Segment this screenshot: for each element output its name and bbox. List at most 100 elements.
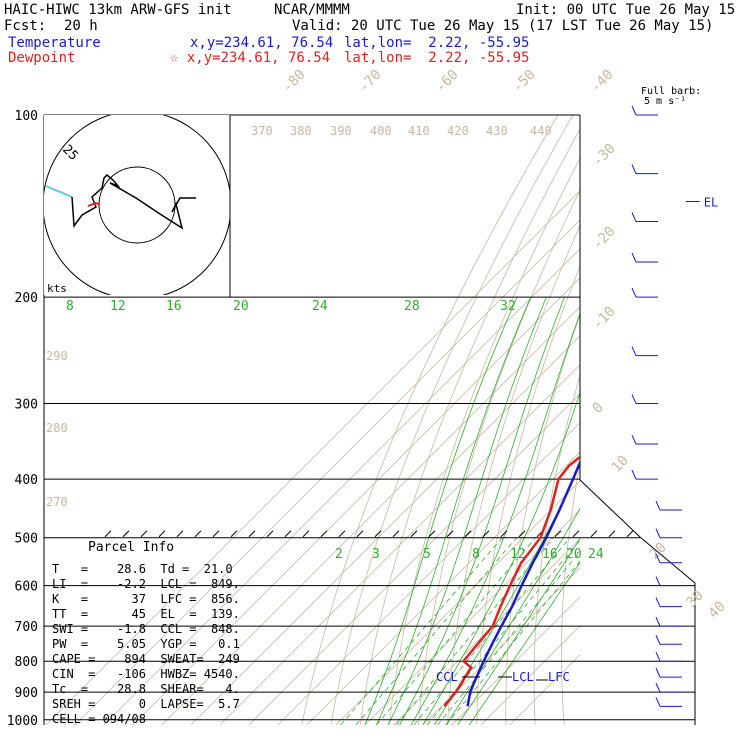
pressure-tick-label: 100 [15, 109, 38, 124]
wind-barb [655, 553, 682, 564]
theta-label: 380 [290, 124, 312, 138]
wind-barb-flag [631, 252, 637, 263]
pressure-tick-label: 300 [15, 398, 38, 413]
dry-adiabat-line [330, 115, 574, 725]
hatch-mark [590, 530, 598, 538]
wind-barb-flag [631, 394, 637, 404]
theta-label: 270 [46, 495, 68, 509]
moist-adiabat-line [457, 537, 580, 725]
dry-adiabat-line [418, 189, 580, 725]
mixing-ratio-line [355, 537, 517, 725]
dewpoint-profile [443, 455, 580, 708]
moist-adiabat-line [445, 507, 580, 725]
level-marker-label: EL [704, 195, 718, 209]
temperature-profile [466, 459, 580, 707]
model-title: HAIC-HIWC 13km ARW-GFS init [4, 2, 232, 18]
moist-adiabat-line [410, 312, 580, 725]
moist-adiabat-label: 8 [66, 299, 74, 314]
hatch-mark [284, 530, 292, 538]
theta-label: 420 [447, 124, 469, 138]
parcel-row: PW = 5.05 YGP = 0.1 [52, 637, 240, 651]
pressure-tick-label: 1000 [7, 714, 38, 729]
theta-label: 410 [408, 124, 430, 138]
mixing-ratio-label: 24 [588, 547, 604, 562]
dry-adiabat-line [301, 115, 559, 725]
mixing-ratio-line [445, 560, 580, 725]
theta-label: 370 [251, 124, 273, 138]
frame-right-slant [639, 536, 696, 584]
isotherm-label: -50 [510, 67, 539, 96]
hatch-mark [140, 530, 148, 538]
dry-adiabat-line [733, 115, 740, 725]
dry-adiabat-line [639, 115, 738, 725]
mixing-ratio-line [413, 537, 571, 725]
wind-barb [655, 528, 682, 539]
wind-barb [631, 394, 658, 405]
wind-barb-flag [655, 667, 661, 678]
isotherm-line [161, 306, 580, 725]
wind-barb [631, 346, 658, 357]
hatch-mark [518, 530, 526, 538]
wind-barb [631, 469, 658, 480]
hatch-mark [230, 530, 238, 538]
moist-adiabat-line [376, 296, 532, 725]
wind-barb-flag [655, 635, 661, 645]
hatch-mark [248, 530, 256, 538]
isotherm-line [451, 596, 580, 725]
wind-barb [655, 597, 682, 608]
hatch-mark [500, 530, 508, 538]
isotherm-line [132, 277, 580, 725]
wind-barb-flag [655, 697, 661, 707]
barb-legend-line2: 5 m s⁻¹ [644, 96, 687, 107]
wind-barb-flag [631, 212, 637, 222]
fcst-label: Fcst: [4, 18, 47, 34]
hatch-mark [338, 530, 346, 538]
hatch-mark [122, 530, 130, 538]
dry-adiabat-line [588, 115, 708, 725]
mixing-ratio-label: 8 [472, 547, 480, 562]
dry-adiabat-line [447, 224, 580, 725]
mixing-ratio-line [437, 550, 580, 725]
wind-barb-flag [655, 500, 661, 511]
hatch-mark [608, 530, 616, 538]
isotherm-label: 30 [684, 588, 707, 611]
moist-adiabat-line [364, 296, 518, 725]
parcel-row: T = 28.6 Td = 21.0 [52, 562, 233, 576]
wind-barb-flag [655, 651, 661, 662]
hatch-mark [158, 530, 166, 538]
hodograph-background [44, 115, 230, 295]
pressure-tick-label: 600 [15, 580, 38, 595]
isotherm-label: 40 [706, 599, 729, 622]
wind-barb-flag [655, 597, 661, 607]
wind-barb-flag [631, 434, 637, 445]
frame-right-slant [579, 479, 641, 538]
hodograph-trace-low [87, 201, 101, 207]
level-marker-label: LFC [548, 670, 570, 684]
isotherm-line [248, 393, 580, 725]
isotherm-line [480, 625, 580, 725]
hodograph-trace-upper [45, 185, 73, 198]
hatch-mark [104, 530, 112, 538]
wind-barb [655, 651, 682, 662]
hatch-mark [356, 530, 364, 538]
parcel-row: CELL = 094/08 [52, 712, 146, 726]
isotherm-line [74, 219, 580, 725]
hatch-mark [428, 530, 436, 538]
isotherm-label: -40 [588, 67, 617, 96]
parcel-row: SWI = -1.8 CCL = 848. [52, 622, 240, 636]
isotherm-label: -10 [590, 304, 619, 333]
theta-label: 430 [486, 124, 508, 138]
dewpoint-xy: ☆ x,y=234.61, 76.54 [170, 50, 331, 66]
parcel-row: Tc = 28.8 SHEAR= 4. [52, 682, 240, 696]
wind-barb [631, 287, 658, 298]
isotherm-line [45, 190, 580, 725]
hodograph-units: kts [47, 282, 67, 295]
hatch-mark [554, 530, 562, 538]
dry-adiabat-line [533, 374, 580, 725]
hatch-mark [212, 530, 220, 538]
dewpoint-latlon: lat,lon= 2.22, -55.95 [344, 50, 530, 66]
pressure-tick-label: 200 [15, 291, 38, 306]
level-marker-label: LCL [512, 670, 534, 684]
